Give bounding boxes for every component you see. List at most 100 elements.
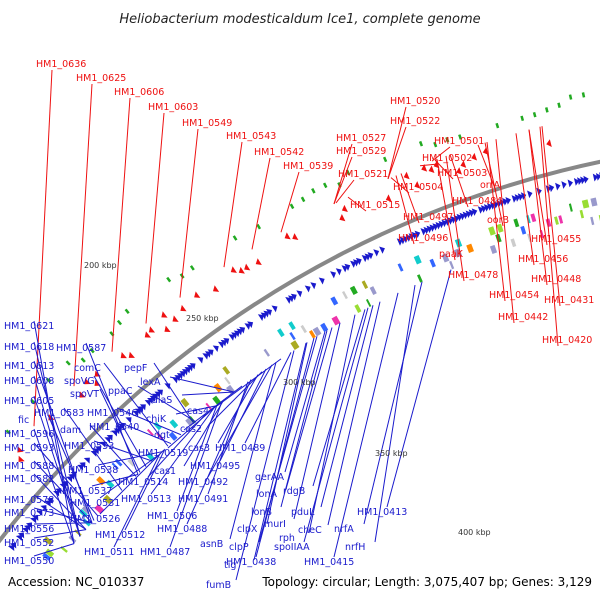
blue-gene-label: HM1_0540 [89,422,139,433]
forward-gene-arrow [25,522,33,529]
feature-box [168,431,178,441]
feature-box [224,376,231,385]
reverse-gene-arrow [414,181,421,189]
red-gene-label: HM1_0448 [531,274,581,285]
blue-gene-label: HM1_0506 [147,511,197,522]
blue-label-leader [89,424,137,477]
feature-box [545,218,552,228]
rna-feature-mark [166,276,172,283]
red-label-leader [539,126,559,347]
forward-gene-arrow [217,341,224,349]
feature-box [568,203,573,212]
blue-gene-label: gerAA [255,472,285,483]
red-label-leader [449,154,469,208]
red-gene-label: HM1_0543 [226,131,276,142]
blue-gene-label: cas2 [180,424,202,435]
label-leaders [33,69,561,581]
red-gene-label: paaK [439,249,464,260]
reverse-gene-arrow [161,311,168,318]
forward-gene-arrow [189,363,196,370]
feature-box [342,290,348,300]
blue-label-leader [363,281,423,525]
blue-label-leader [97,451,163,466]
reverse-gene-arrow [403,171,410,180]
blue-label-leader [209,371,263,425]
feature-box [429,258,436,268]
forward-gene-arrow [583,175,589,184]
feature-box [495,233,502,243]
forward-gene-arrow [373,249,380,257]
red-gene-label: HM1_0496 [398,233,448,244]
blue-label-leader [33,494,87,531]
reverse-gene-arrow [546,139,552,147]
feature-box [320,322,329,332]
reverse-gene-arrow [456,167,462,175]
red-label-leader [387,126,407,180]
red-gene-label: orrA [480,180,500,191]
rna-feature-mark [116,319,123,326]
blue-gene-label: cas1 [154,466,176,477]
forward-gene-arrow [561,181,567,189]
red-gene-label: HM1_0455 [531,234,581,245]
blue-label-leader [33,442,99,517]
red-gene-label: HM1_0456 [518,254,568,265]
forward-gene-arrow [83,457,90,464]
forward-gene-arrow [271,305,278,313]
feature-box [513,218,520,228]
blue-gene-label: spoIIAA [274,542,310,553]
red-label-leader [335,179,355,204]
feature-box [365,298,372,307]
blue-gene-label: HM1_0514 [118,477,168,488]
blue-gene-label: HM1_0415 [304,557,354,568]
red-label-leader [400,173,420,224]
blue-gene-label: HM1_0538 [68,465,118,476]
forward-gene-arrow [113,428,120,435]
feature-box [413,255,422,265]
feature-box [288,321,296,331]
red-gene-label: HM1_0522 [390,116,440,127]
reverse-gene-arrow [460,160,467,168]
map-title: Heliobacterium modesticaldum Ice1, compl… [119,12,480,27]
blue-label-leader [266,342,308,525]
blue-gene-label: HM1_0537 [62,486,112,497]
blue-gene-label: HM1_0495 [190,461,240,472]
feature-box [369,286,377,295]
forward-gene-arrow [304,285,311,293]
blue-label-leader [99,388,141,473]
reverse-gene-arrow [339,214,346,222]
forward-gene-arrow [231,332,238,339]
red-label-leader [223,141,243,268]
feature-box [263,348,270,357]
blue-gene-label: HM1_0546 [87,408,137,419]
rna-feature-mark [124,308,130,315]
blue-gene-label: lonB [251,507,272,518]
feature-box [146,428,154,437]
blue-gene-label: HM1_0487 [140,547,190,558]
red-label-leader [495,139,515,324]
blue-label-leader [33,341,81,537]
blue-gene-label: rph [279,533,295,544]
scale-label: 400 kbp [458,528,491,537]
red-gene-label: HM1_0606 [114,87,164,98]
blue-label-leader [63,407,123,491]
feature-box [205,402,212,411]
red-label-leader [477,144,497,192]
forward-gene-arrow [179,371,186,378]
scale-label: 200 kbp [84,261,117,270]
forward-gene-arrow [236,328,243,336]
red-label-leader [280,171,300,233]
reverse-gene-arrow [244,263,251,271]
reverse-gene-arrow [471,152,478,161]
blue-gene-label: fic [18,415,29,426]
scale-label: 350 kbp [375,449,408,458]
forward-gene-arrow [361,254,368,263]
feature-box [489,244,498,255]
reverse-gene-arrow [17,446,24,453]
blue-gene-label: cas3 [188,443,210,454]
blue-label-leader [183,385,243,431]
red-label-leader [541,126,561,307]
blue-gene-label: pduL [291,507,315,518]
blue-label-leader [150,406,216,495]
forward-gene-arrow [30,517,37,524]
forward-gene-arrow [257,314,264,321]
